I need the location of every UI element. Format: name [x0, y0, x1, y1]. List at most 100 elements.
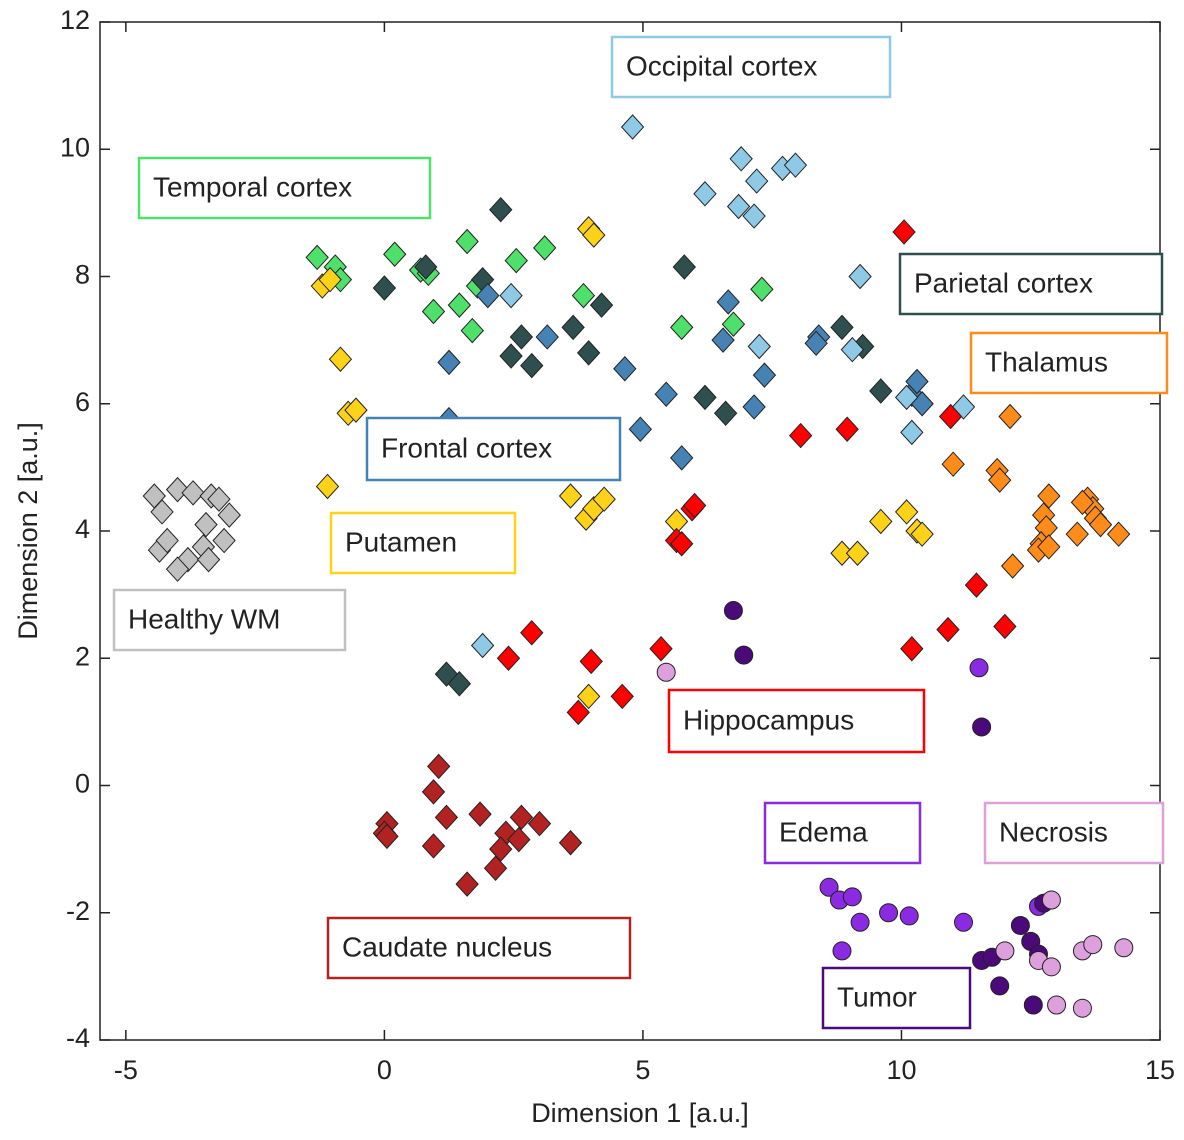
point: [212, 527, 236, 554]
y-axis-label: Dimension 2 [a.u.]: [13, 422, 43, 640]
y-tick-label: 0: [75, 769, 90, 799]
point: [579, 648, 603, 675]
point: [421, 833, 446, 859]
legend-box: [326, 916, 632, 980]
point: [1106, 521, 1131, 547]
point: [421, 298, 446, 325]
point: [804, 330, 828, 357]
point: [869, 378, 893, 404]
legend-box: [329, 511, 517, 575]
y-tick-label: -2: [66, 896, 90, 926]
point: [315, 473, 340, 500]
point: [670, 530, 694, 557]
point: [713, 400, 738, 427]
point: [460, 317, 484, 344]
point: [499, 282, 523, 309]
legend-label: Temporal cortex: [153, 171, 352, 202]
point: [576, 683, 601, 710]
legend-box: [969, 331, 1169, 395]
point: [670, 445, 694, 471]
point: [305, 244, 329, 271]
point: [988, 467, 1012, 493]
point: [476, 282, 500, 309]
point: [670, 314, 694, 341]
point: [527, 810, 552, 837]
point: [752, 362, 777, 388]
legend-label: Caudate nucleus: [342, 931, 552, 962]
point: [383, 241, 407, 267]
y-tick-label: -4: [66, 1023, 90, 1053]
legend-label: Necrosis: [999, 816, 1108, 847]
legend-label: Tumor: [837, 981, 917, 1012]
point: [507, 826, 531, 853]
point: [499, 343, 523, 369]
point: [747, 333, 771, 360]
legend-box: [763, 801, 922, 865]
point: [995, 941, 1015, 961]
point: [894, 384, 919, 411]
point: [788, 422, 813, 449]
point: [561, 314, 585, 341]
point: [905, 368, 929, 395]
legend-label: Frontal cortex: [381, 432, 552, 463]
point: [726, 193, 751, 220]
point: [1041, 890, 1061, 910]
x-axis-label: Dimension 1 [a.u.]: [531, 1098, 749, 1128]
point: [589, 292, 614, 318]
point: [610, 683, 634, 710]
point: [437, 349, 461, 376]
legend-box: [898, 252, 1164, 316]
point: [455, 871, 479, 897]
point: [972, 717, 992, 737]
point: [745, 168, 769, 194]
point: [165, 476, 190, 503]
point: [840, 336, 865, 363]
legend-box: [610, 35, 892, 99]
point: [1065, 521, 1089, 547]
point: [742, 203, 766, 229]
point: [654, 381, 678, 407]
point: [1088, 511, 1113, 538]
point: [489, 196, 513, 223]
point: [414, 254, 438, 280]
x-tick-label: 15: [1145, 1055, 1175, 1085]
point: [682, 492, 707, 519]
point: [832, 941, 852, 961]
point: [656, 662, 676, 682]
point: [693, 384, 717, 411]
legend-box: [112, 588, 347, 652]
point: [196, 546, 221, 573]
point: [900, 635, 924, 662]
legend-box: [667, 688, 926, 754]
point: [1010, 915, 1030, 935]
legend-box: [821, 966, 972, 1030]
point: [150, 499, 174, 525]
point: [869, 508, 893, 535]
point: [830, 540, 854, 567]
point: [372, 275, 397, 301]
point: [1000, 553, 1025, 579]
point: [1023, 995, 1043, 1015]
point: [910, 521, 934, 547]
point: [434, 804, 459, 831]
x-tick-label: 0: [377, 1055, 392, 1085]
point: [520, 620, 544, 646]
point: [900, 419, 924, 446]
legend-label: Hippocampus: [683, 704, 854, 735]
point: [592, 486, 616, 512]
point: [1041, 957, 1061, 977]
point: [468, 801, 492, 827]
point: [723, 601, 743, 621]
point: [620, 114, 645, 140]
y-tick-label: 10: [60, 132, 90, 162]
point: [1037, 534, 1061, 560]
point: [535, 324, 559, 350]
point: [721, 311, 746, 337]
point: [447, 670, 472, 697]
legend-box: [365, 416, 622, 482]
point: [328, 346, 353, 372]
point: [447, 292, 472, 318]
y-tick-label: 4: [75, 514, 90, 544]
point: [1072, 998, 1092, 1018]
point: [421, 779, 446, 805]
